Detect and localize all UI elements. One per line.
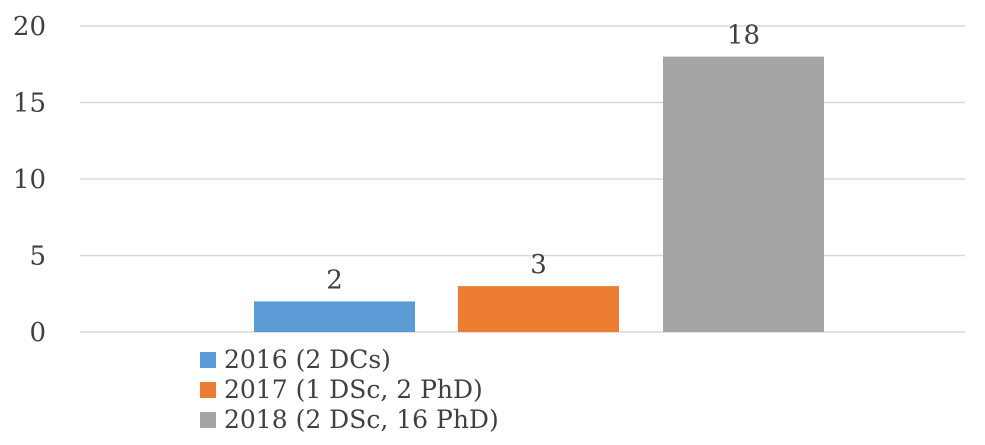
y-tick-label-20: 20 — [13, 12, 46, 42]
legend-label-2018: 2018 (2 DSc, 16 PhD) — [224, 405, 499, 434]
y-tick-label-0: 0 — [29, 318, 46, 348]
data-labels: 2 3 18 — [326, 21, 760, 296]
legend-label-2017: 2017 (1 DSc, 2 PhD) — [224, 375, 483, 404]
bars — [254, 56, 824, 332]
legend-item-2017: 2017 (1 DSc, 2 PhD) — [200, 375, 499, 405]
y-tick-label-15: 15 — [13, 89, 46, 119]
bar-0 — [254, 301, 415, 332]
legend-label-2016: 2016 (2 DCs) — [224, 345, 391, 374]
legend-swatch-2016 — [200, 352, 216, 368]
legend-swatch-2018 — [200, 412, 216, 428]
legend-swatch-2017 — [200, 382, 216, 398]
legend: 2016 (2 DCs) 2017 (1 DSc, 2 PhD) 2018 (2… — [200, 345, 499, 435]
data-label-1: 3 — [530, 250, 547, 280]
bar-2 — [663, 56, 824, 332]
y-tick-label-10: 10 — [13, 165, 46, 195]
data-label-2: 18 — [727, 21, 760, 51]
y-axis-tick-labels: 0 5 10 15 20 — [13, 12, 46, 348]
bar-1 — [458, 286, 619, 332]
legend-item-2016: 2016 (2 DCs) — [200, 345, 499, 375]
data-label-0: 2 — [326, 265, 343, 295]
y-tick-label-5: 5 — [29, 242, 46, 272]
legend-item-2018: 2018 (2 DSc, 16 PhD) — [200, 405, 499, 435]
